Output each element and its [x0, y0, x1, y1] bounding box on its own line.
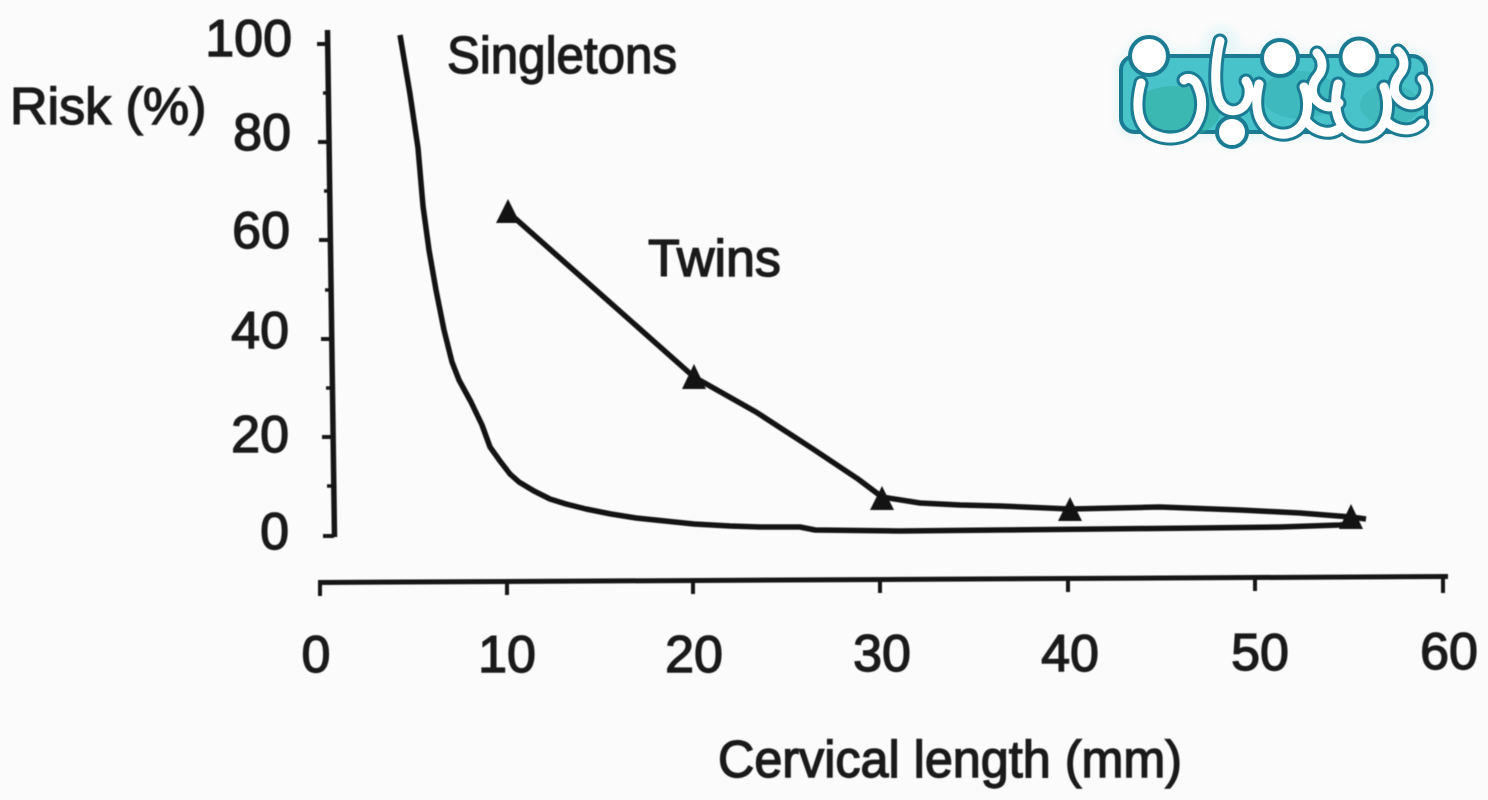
svg-text:Twins: Twins — [648, 230, 781, 288]
svg-text:20: 20 — [231, 406, 289, 464]
svg-text:50: 50 — [1231, 624, 1289, 682]
svg-text:Singletons: Singletons — [447, 27, 677, 85]
svg-text:60: 60 — [1420, 623, 1478, 681]
svg-text:60: 60 — [232, 202, 290, 260]
svg-text:10: 10 — [478, 626, 536, 684]
svg-text:40: 40 — [1041, 625, 1099, 683]
svg-text:100: 100 — [205, 10, 292, 68]
svg-text:0: 0 — [260, 503, 289, 561]
svg-text:Risk (%): Risk (%) — [10, 78, 206, 136]
svg-text:30: 30 — [853, 625, 911, 683]
svg-text:80: 80 — [233, 104, 291, 162]
svg-text:20: 20 — [665, 626, 723, 684]
svg-text:Cervical length (mm): Cervical length (mm) — [718, 731, 1182, 789]
svg-text:0: 0 — [302, 626, 331, 684]
svg-text:40: 40 — [231, 302, 289, 360]
